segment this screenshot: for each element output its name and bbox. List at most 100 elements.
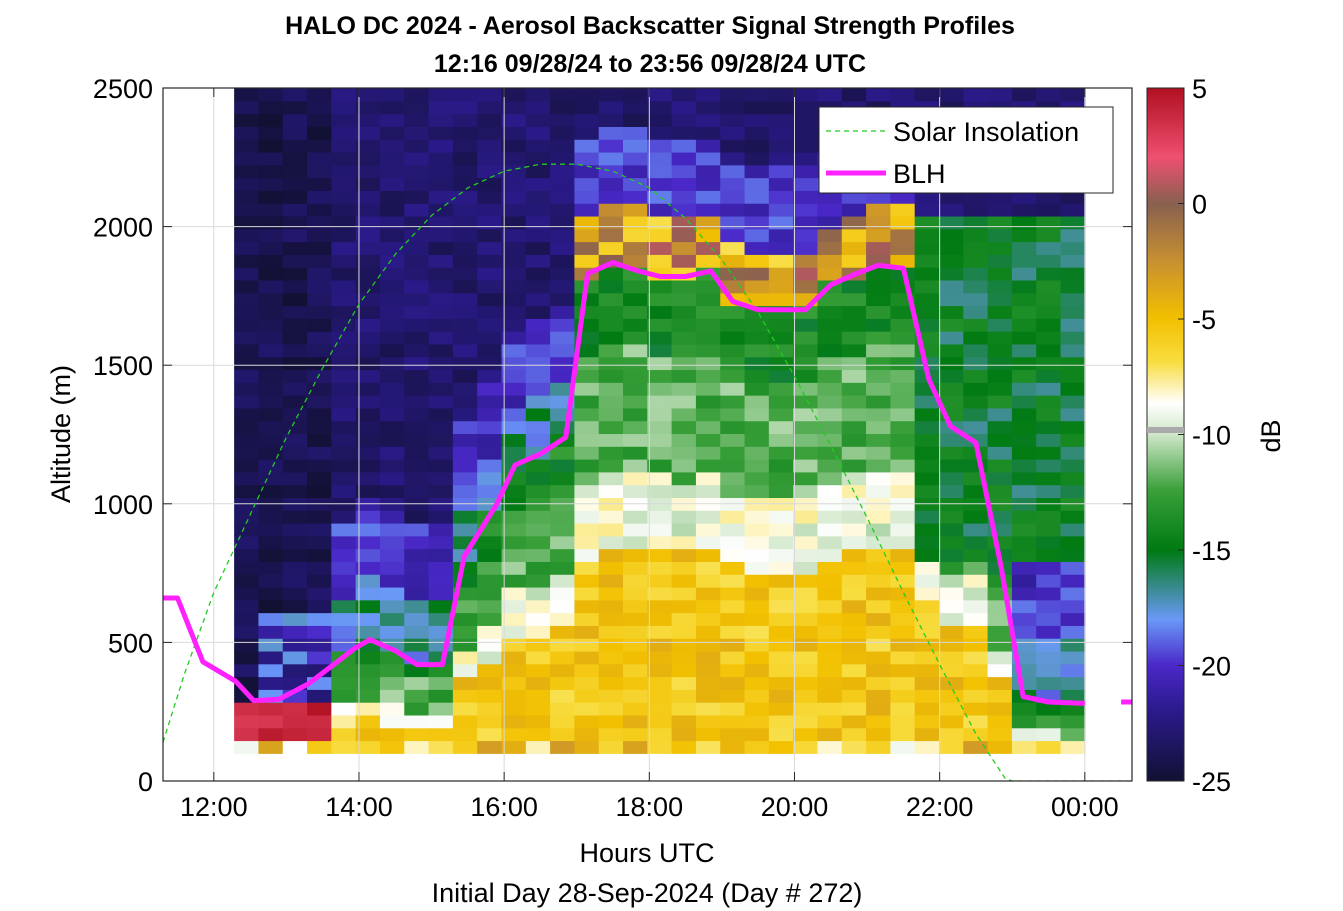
heatmap-cell bbox=[793, 561, 819, 575]
heatmap-cell bbox=[258, 702, 284, 716]
heatmap-cell bbox=[671, 561, 697, 575]
heatmap-cell bbox=[623, 279, 648, 294]
y-tick-label: 1000 bbox=[93, 490, 153, 520]
heatmap-cell bbox=[404, 267, 430, 281]
heatmap-cell bbox=[234, 612, 260, 626]
heatmap-cell bbox=[695, 228, 721, 243]
heatmap-cell bbox=[720, 331, 746, 345]
heatmap-cell bbox=[258, 548, 284, 562]
heatmap-cell bbox=[307, 740, 332, 754]
heatmap-cell bbox=[1036, 638, 1062, 652]
heatmap-cell bbox=[598, 318, 624, 332]
heatmap-cell bbox=[987, 395, 1013, 409]
heatmap-cell bbox=[404, 586, 430, 601]
heatmap-cell bbox=[963, 305, 989, 319]
plot-frame bbox=[162, 87, 1133, 782]
heatmap-cell bbox=[258, 177, 284, 191]
heatmap-cell bbox=[404, 113, 430, 127]
heatmap-cell bbox=[331, 279, 357, 294]
heatmap-cell bbox=[428, 177, 454, 191]
heatmap-cell bbox=[1036, 241, 1062, 255]
heatmap-cell bbox=[987, 689, 1013, 703]
heatmap-cell bbox=[379, 343, 405, 358]
heatmap-cell bbox=[307, 702, 332, 716]
heatmap-cell bbox=[793, 190, 819, 204]
heatmap-cell bbox=[1036, 510, 1062, 524]
heatmap-cell bbox=[866, 407, 891, 422]
heatmap-cell bbox=[695, 433, 721, 447]
heatmap-cell bbox=[307, 382, 332, 396]
heatmap-cell bbox=[914, 574, 940, 588]
heatmap-cell bbox=[938, 241, 964, 255]
heatmap-cell bbox=[623, 638, 648, 652]
heatmap-cell bbox=[866, 522, 891, 537]
heatmap-cell bbox=[501, 561, 527, 575]
heatmap-cell bbox=[428, 433, 454, 447]
heatmap-cell bbox=[890, 471, 916, 486]
heatmap-cell bbox=[598, 612, 624, 626]
heatmap-cell bbox=[793, 151, 819, 166]
heatmap-cell bbox=[817, 318, 843, 332]
heatmap-cell bbox=[258, 100, 284, 115]
heatmap-cell bbox=[647, 740, 673, 754]
heatmap-cell bbox=[379, 241, 405, 255]
heatmap-cell bbox=[841, 254, 867, 268]
heatmap-cell bbox=[550, 177, 576, 191]
heatmap-cell bbox=[550, 88, 576, 102]
heatmap-cell bbox=[720, 113, 746, 127]
heatmap-cell bbox=[817, 548, 843, 562]
heatmap-cell bbox=[452, 484, 478, 498]
heatmap-cell bbox=[428, 740, 454, 754]
heatmap-cell bbox=[428, 215, 454, 230]
heatmap-cell bbox=[550, 535, 576, 550]
heatmap-cell bbox=[987, 254, 1013, 268]
heatmap-cell bbox=[307, 625, 332, 639]
heatmap-cell bbox=[282, 740, 308, 754]
heatmap-cell bbox=[890, 395, 916, 409]
heatmap-cell bbox=[720, 382, 746, 396]
heatmap-cell bbox=[841, 459, 867, 473]
heatmap-cell bbox=[647, 471, 673, 486]
heatmap-cell bbox=[234, 356, 260, 371]
heatmap-cell bbox=[574, 177, 600, 191]
heatmap-cell bbox=[404, 177, 430, 191]
heatmap-cell bbox=[574, 343, 600, 358]
heatmap-cell bbox=[938, 510, 964, 524]
heatmap-cell bbox=[695, 369, 721, 383]
heatmap-cell bbox=[963, 88, 989, 102]
heatmap-cell bbox=[379, 356, 405, 371]
heatmap-cell bbox=[938, 625, 964, 639]
heatmap-cell bbox=[671, 740, 697, 754]
heatmap-cell bbox=[525, 88, 551, 102]
heatmap-cell bbox=[841, 599, 867, 614]
heatmap-cell bbox=[963, 638, 989, 652]
heatmap-cell bbox=[550, 638, 576, 652]
heatmap-cell bbox=[793, 740, 819, 754]
heatmap-cell bbox=[695, 446, 721, 460]
heatmap-cell bbox=[720, 638, 746, 652]
heatmap-cell bbox=[477, 702, 503, 716]
heatmap-cell bbox=[307, 548, 332, 562]
heatmap-cell bbox=[720, 100, 746, 115]
x-tick-label: 22:00 bbox=[906, 792, 974, 822]
heatmap-cell bbox=[379, 740, 405, 754]
heatmap-cell bbox=[1036, 522, 1062, 537]
heatmap-cell bbox=[1060, 727, 1086, 742]
heatmap-cell bbox=[890, 740, 916, 754]
heatmap-cell bbox=[987, 318, 1013, 332]
heatmap-cell bbox=[452, 689, 478, 703]
heatmap-cell bbox=[282, 663, 308, 678]
heatmap-cell bbox=[307, 177, 332, 191]
heatmap-cell bbox=[744, 100, 770, 115]
heatmap-cell bbox=[282, 228, 308, 243]
heatmap-cell bbox=[1011, 318, 1037, 332]
heatmap-cell bbox=[963, 228, 989, 243]
heatmap-cell bbox=[282, 305, 308, 319]
heatmap-cell bbox=[695, 88, 721, 102]
heatmap-cell bbox=[501, 267, 527, 281]
heatmap-cell bbox=[671, 331, 697, 345]
heatmap-cell bbox=[866, 433, 891, 447]
heatmap-cell bbox=[744, 126, 770, 140]
heatmap-cell bbox=[841, 625, 867, 639]
heatmap-cell bbox=[1036, 650, 1062, 665]
